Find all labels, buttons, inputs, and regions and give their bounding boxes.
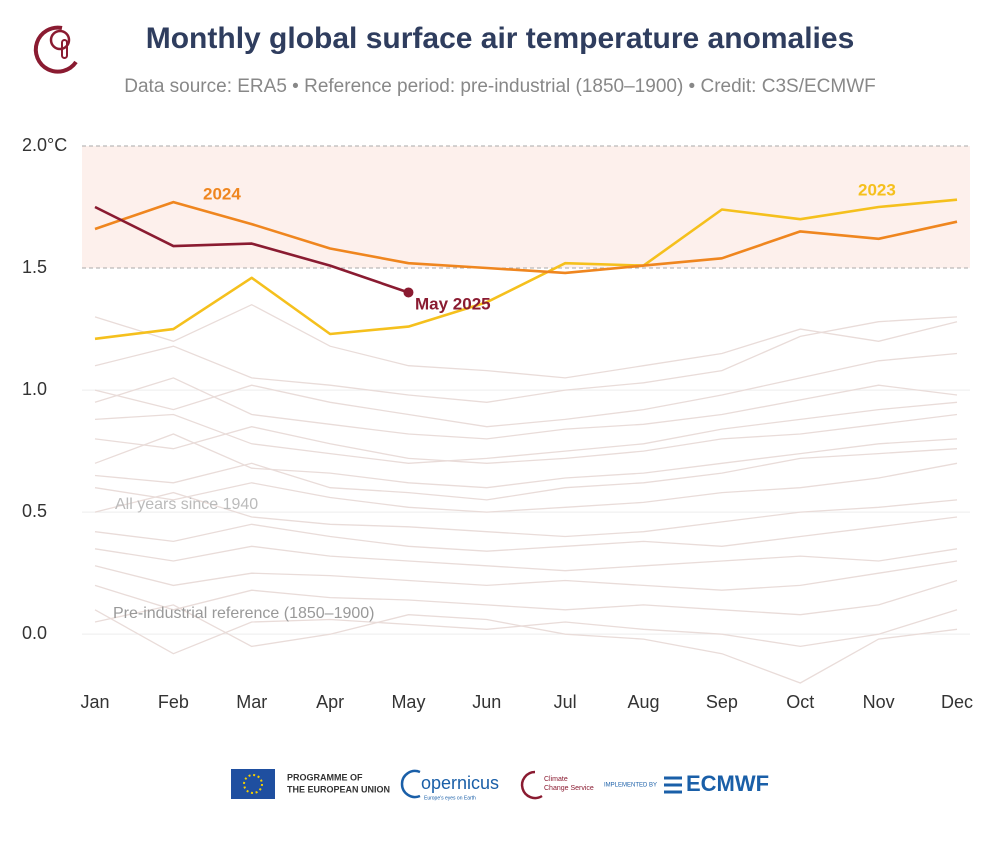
background-year-line	[94, 316, 958, 403]
background-year-line	[94, 352, 958, 428]
x-tick-label: Feb	[158, 692, 189, 712]
background-year-line	[94, 545, 958, 572]
x-tick-label: Mar	[236, 692, 267, 712]
x-tick-label: Jul	[554, 692, 577, 712]
background-year-line	[94, 560, 958, 591]
x-tick-label: Sep	[706, 692, 738, 712]
eu-flag	[231, 769, 275, 799]
footer-text: Change Service	[544, 785, 594, 792]
footer-text: THE EUROPEAN UNION	[287, 784, 390, 794]
background-year-line	[94, 303, 958, 379]
chart-title: Monthly global surface air temperature a…	[146, 22, 855, 55]
background-year-line	[94, 413, 958, 464]
series-line	[94, 200, 958, 275]
x-tick-label: Nov	[863, 692, 895, 712]
background-year-line	[94, 462, 958, 513]
eu-stars	[243, 774, 263, 794]
logo-cloud	[49, 29, 71, 51]
series-line	[94, 198, 958, 341]
background-year-line	[94, 401, 958, 464]
background-year-line	[94, 491, 958, 538]
background-year-line	[94, 433, 958, 489]
x-tick-label: May	[391, 692, 425, 712]
footer-text: PROGRAMME OF	[287, 772, 363, 782]
y-tick-label: 1.5	[22, 257, 47, 277]
annotation: Pre-industrial reference (1850–1900)	[113, 605, 374, 622]
series-label: 2023	[858, 180, 896, 199]
x-tick-label: Jun	[472, 692, 501, 712]
x-tick-label: Dec	[941, 692, 973, 712]
logo-arc	[33, 25, 78, 74]
ecmwf-mark	[664, 776, 682, 794]
y-tick-label: 1.0	[22, 379, 47, 399]
series-label: 2024	[203, 184, 241, 203]
x-tick-label: Apr	[316, 692, 344, 712]
background-year-line	[94, 579, 958, 616]
footer-text: ECMWF	[686, 771, 769, 796]
footer-text: IMPLEMENTED BY	[604, 783, 657, 789]
background-year-line	[94, 609, 958, 655]
background-year-line	[94, 516, 958, 552]
series-line	[94, 205, 409, 294]
chart-subtitle: Data source: ERA5 • Reference period: pr…	[124, 76, 875, 97]
x-tick-label: Jan	[80, 692, 109, 712]
c3s-logo	[520, 770, 543, 800]
y-tick-label: 0.0	[22, 623, 47, 643]
footer-text: Climate	[544, 776, 568, 783]
x-tick-label: Oct	[786, 692, 814, 712]
end-point	[403, 287, 414, 298]
copernicus-c	[400, 769, 421, 799]
highlight-band	[82, 146, 970, 269]
footer: PROGRAMME OF THE EUROPEAN UNION opernicu…	[231, 769, 769, 801]
logo-thermo	[61, 39, 68, 59]
y-tick-label: 2.0°C	[22, 135, 67, 155]
background-year-line	[94, 448, 958, 501]
series-label: May 2025	[415, 294, 491, 313]
y-tick-label: 0.5	[22, 501, 47, 521]
annotation: All years since 1940	[115, 496, 258, 513]
x-tick-label: Aug	[628, 692, 660, 712]
footer-text: opernicus	[421, 773, 499, 793]
background-year-line	[94, 377, 958, 440]
background-year-line	[94, 604, 958, 684]
logo	[33, 25, 78, 74]
footer-text: Europe's eyes on Earth	[424, 795, 476, 801]
